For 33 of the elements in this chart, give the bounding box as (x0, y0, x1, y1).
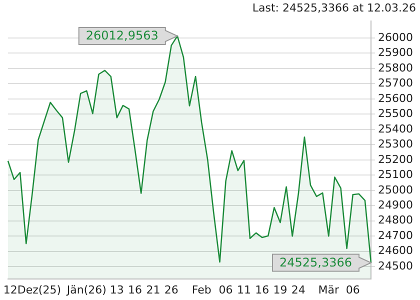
y-tick-label: 24700 (378, 228, 414, 242)
y-tick-label: 25200 (378, 152, 414, 166)
y-tick-label: 25900 (378, 46, 414, 60)
y-tick-label: 24500 (378, 259, 414, 272)
x-tick-label: Feb (192, 283, 212, 296)
x-tick-label: 19 (273, 283, 288, 296)
y-tick-label: 24900 (378, 198, 414, 212)
y-tick-label: 25500 (378, 107, 414, 120)
y-tick-label: 25800 (378, 61, 414, 74)
data-label: 24525,3366 (279, 255, 352, 270)
x-tick-label: 06 (346, 283, 360, 296)
y-tick-label: 25100 (378, 168, 414, 182)
x-tick-label: 12Dez(25) (3, 283, 61, 296)
y-tick-label: 24800 (378, 214, 414, 227)
y-tick-label: 25300 (378, 138, 414, 151)
x-tick-label: 16 (255, 283, 270, 296)
data-label: 26012,9563 (86, 28, 158, 43)
x-tick-label: 21 (146, 283, 160, 296)
y-tick-label: 24600 (378, 244, 414, 258)
x-tick-label: 26 (164, 283, 178, 296)
x-tick-label: 16 (128, 283, 142, 296)
y-tick-label: 25700 (378, 76, 414, 90)
x-tick-label: Mär (318, 283, 340, 296)
chart-title: Last: 24525,3366 at 12.03.26 (252, 1, 416, 14)
y-tick-label: 26000 (378, 30, 414, 44)
x-tick-label: 13 (110, 283, 124, 296)
x-tick-label: 24 (291, 283, 306, 296)
x-tick-label: 06 (218, 283, 233, 296)
y-tick-label: 25600 (378, 92, 414, 105)
y-tick-label: 25400 (378, 122, 414, 136)
x-tick-label: Jän(26) (66, 283, 106, 296)
x-tick-label: 11 (236, 283, 251, 296)
y-tick-label: 25000 (378, 183, 414, 196)
